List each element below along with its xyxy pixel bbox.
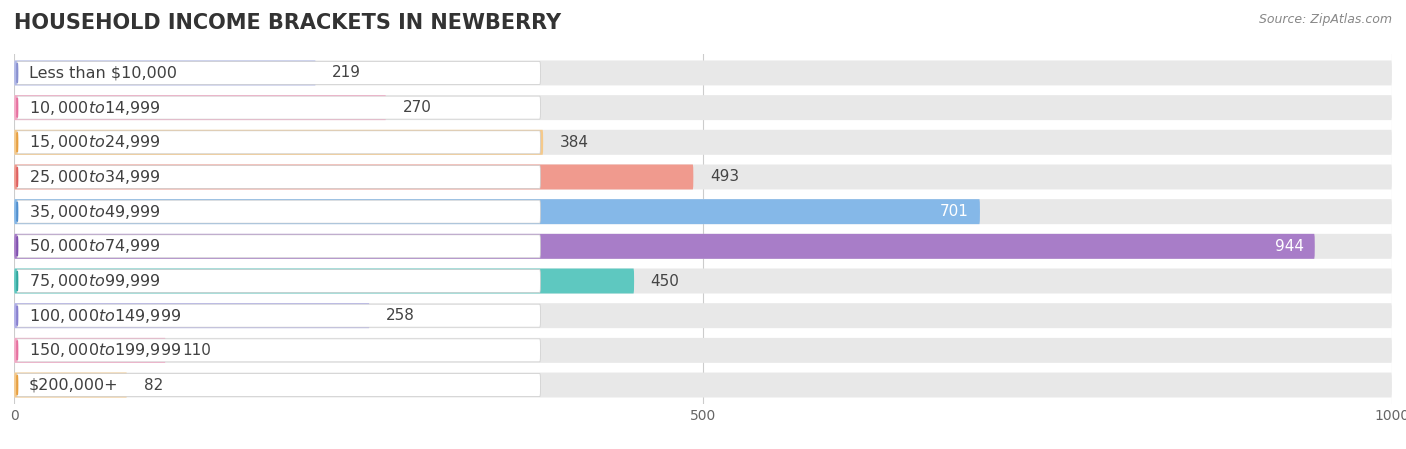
FancyBboxPatch shape (14, 338, 166, 363)
Text: HOUSEHOLD INCOME BRACKETS IN NEWBERRY: HOUSEHOLD INCOME BRACKETS IN NEWBERRY (14, 13, 561, 34)
FancyBboxPatch shape (17, 166, 540, 189)
Text: 110: 110 (183, 343, 211, 358)
Text: Less than $10,000: Less than $10,000 (28, 66, 177, 80)
FancyBboxPatch shape (14, 373, 127, 397)
FancyBboxPatch shape (14, 194, 1392, 229)
Text: $75,000 to $99,999: $75,000 to $99,999 (28, 272, 160, 290)
FancyBboxPatch shape (14, 164, 1392, 189)
FancyBboxPatch shape (17, 235, 540, 258)
FancyBboxPatch shape (14, 234, 1315, 259)
FancyBboxPatch shape (14, 130, 543, 155)
Text: 493: 493 (710, 169, 740, 185)
FancyBboxPatch shape (17, 269, 540, 292)
Text: 270: 270 (402, 100, 432, 115)
FancyBboxPatch shape (14, 199, 1392, 224)
Text: $100,000 to $149,999: $100,000 to $149,999 (28, 307, 181, 325)
FancyBboxPatch shape (14, 130, 1392, 155)
FancyBboxPatch shape (14, 368, 1392, 402)
FancyBboxPatch shape (14, 61, 1392, 85)
Text: $150,000 to $199,999: $150,000 to $199,999 (28, 341, 181, 359)
FancyBboxPatch shape (14, 61, 316, 85)
FancyBboxPatch shape (14, 164, 693, 189)
FancyBboxPatch shape (14, 229, 1392, 264)
Text: Source: ZipAtlas.com: Source: ZipAtlas.com (1258, 13, 1392, 26)
Text: $50,000 to $74,999: $50,000 to $74,999 (28, 238, 160, 255)
Text: $200,000+: $200,000+ (28, 378, 118, 392)
Text: 450: 450 (651, 273, 679, 289)
FancyBboxPatch shape (14, 160, 1392, 194)
FancyBboxPatch shape (14, 298, 1392, 333)
Text: 258: 258 (387, 308, 415, 323)
FancyBboxPatch shape (14, 333, 1392, 368)
FancyBboxPatch shape (14, 95, 387, 120)
FancyBboxPatch shape (14, 269, 634, 294)
Text: $10,000 to $14,999: $10,000 to $14,999 (28, 99, 160, 117)
FancyBboxPatch shape (14, 234, 1392, 259)
Text: $35,000 to $49,999: $35,000 to $49,999 (28, 202, 160, 220)
FancyBboxPatch shape (14, 303, 1392, 328)
FancyBboxPatch shape (14, 338, 1392, 363)
FancyBboxPatch shape (17, 339, 540, 362)
Text: 219: 219 (332, 66, 361, 80)
FancyBboxPatch shape (14, 264, 1392, 298)
Text: 384: 384 (560, 135, 589, 150)
FancyBboxPatch shape (17, 62, 540, 84)
FancyBboxPatch shape (14, 373, 1392, 397)
FancyBboxPatch shape (14, 303, 370, 328)
Text: $25,000 to $34,999: $25,000 to $34,999 (28, 168, 160, 186)
Text: 701: 701 (941, 204, 969, 219)
Text: 82: 82 (143, 378, 163, 392)
FancyBboxPatch shape (17, 96, 540, 119)
FancyBboxPatch shape (14, 95, 1392, 120)
FancyBboxPatch shape (14, 90, 1392, 125)
Text: 944: 944 (1275, 239, 1303, 254)
FancyBboxPatch shape (17, 200, 540, 223)
FancyBboxPatch shape (14, 269, 1392, 294)
FancyBboxPatch shape (17, 304, 540, 327)
FancyBboxPatch shape (14, 125, 1392, 160)
FancyBboxPatch shape (14, 199, 980, 224)
Text: $15,000 to $24,999: $15,000 to $24,999 (28, 133, 160, 151)
FancyBboxPatch shape (14, 56, 1392, 90)
FancyBboxPatch shape (17, 131, 540, 154)
FancyBboxPatch shape (17, 374, 540, 396)
